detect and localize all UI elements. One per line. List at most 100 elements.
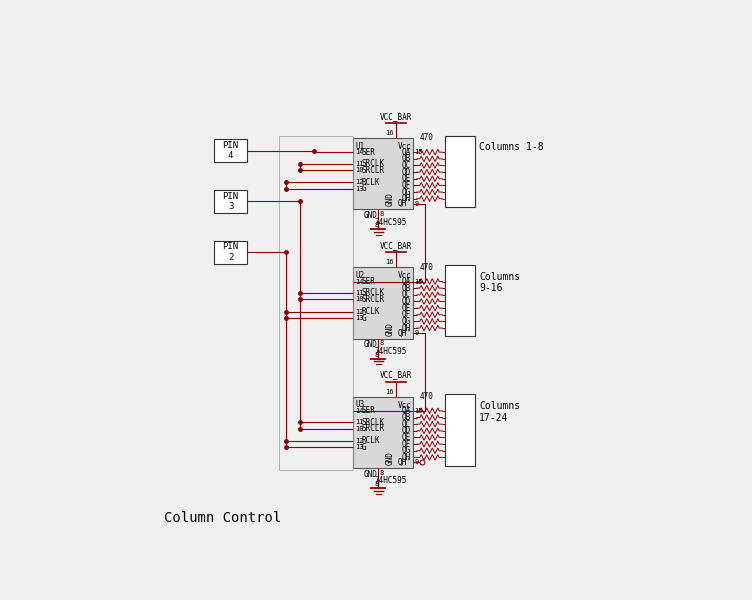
Text: 8: 8: [374, 223, 378, 229]
Text: Vcc: Vcc: [397, 401, 411, 410]
Text: QF: QF: [402, 181, 411, 190]
Text: 13: 13: [355, 185, 363, 191]
Text: QH': QH': [397, 329, 411, 338]
Text: 8: 8: [379, 340, 384, 346]
Text: 16: 16: [386, 130, 394, 136]
Text: 14: 14: [355, 408, 363, 414]
Text: RCLK: RCLK: [362, 307, 380, 316]
Text: QD: QD: [402, 297, 411, 306]
Text: QA: QA: [402, 406, 411, 415]
Text: 9: 9: [414, 330, 419, 336]
Text: PIN
2: PIN 2: [223, 242, 238, 262]
Text: QG: QG: [402, 317, 411, 326]
Text: QA: QA: [402, 277, 411, 286]
Text: G: G: [362, 184, 366, 193]
Bar: [444, 394, 475, 466]
Text: 13: 13: [355, 315, 363, 321]
Text: VCC_BAR: VCC_BAR: [380, 241, 413, 250]
Text: QH': QH': [397, 199, 411, 208]
Text: QH: QH: [402, 194, 411, 203]
Text: QH': QH': [397, 458, 411, 467]
Text: QH: QH: [402, 323, 411, 332]
Text: VCC_BAR: VCC_BAR: [380, 370, 413, 379]
Text: PIN
3: PIN 3: [223, 191, 238, 211]
Text: Columns
9-16: Columns 9-16: [479, 272, 520, 293]
Text: 8: 8: [374, 481, 378, 487]
Text: 8: 8: [379, 211, 384, 217]
Text: U1: U1: [356, 142, 365, 151]
Text: QD: QD: [402, 167, 411, 176]
Text: SRCLK: SRCLK: [362, 289, 384, 298]
Text: 15: 15: [414, 278, 423, 284]
Text: 15: 15: [414, 408, 423, 414]
Text: QA: QA: [402, 148, 411, 157]
Text: 11: 11: [355, 161, 363, 167]
Text: 12: 12: [355, 308, 363, 314]
Text: 16: 16: [386, 259, 394, 265]
Text: GND: GND: [363, 340, 378, 349]
Text: QE: QE: [402, 304, 411, 313]
Text: Column Control: Column Control: [164, 511, 281, 525]
Text: QE: QE: [402, 174, 411, 183]
Text: 470: 470: [420, 263, 434, 272]
Bar: [353, 267, 413, 339]
Text: GND: GND: [386, 193, 395, 206]
Text: QG: QG: [402, 188, 411, 197]
Text: 13: 13: [355, 445, 363, 451]
Text: 14: 14: [355, 278, 363, 284]
Bar: [214, 190, 247, 213]
Text: SRCLR: SRCLR: [362, 424, 384, 433]
Text: QG: QG: [402, 446, 411, 455]
Text: Columns
17-24: Columns 17-24: [479, 401, 520, 423]
Text: 15: 15: [414, 149, 423, 155]
Text: 9: 9: [414, 460, 419, 466]
Text: QF: QF: [402, 310, 411, 319]
Bar: [279, 136, 353, 470]
Text: SRCLK: SRCLK: [362, 418, 384, 427]
Text: QC: QC: [402, 419, 411, 428]
Text: 10: 10: [355, 296, 363, 302]
Text: QB: QB: [402, 284, 411, 293]
Text: 74HC595: 74HC595: [374, 347, 406, 356]
Text: 10: 10: [355, 426, 363, 432]
Text: 9: 9: [414, 201, 419, 207]
Text: 8: 8: [379, 470, 384, 476]
Text: SER: SER: [362, 406, 375, 415]
Text: G: G: [362, 314, 366, 323]
Text: U3: U3: [356, 400, 365, 409]
Text: 74HC595: 74HC595: [374, 218, 406, 227]
Text: QC: QC: [402, 161, 411, 170]
Text: 470: 470: [420, 133, 434, 142]
Text: RCLK: RCLK: [362, 436, 380, 445]
Text: GND: GND: [363, 211, 378, 220]
Text: QF: QF: [402, 440, 411, 449]
Text: GND: GND: [386, 322, 395, 336]
Text: RCLK: RCLK: [362, 178, 380, 187]
Bar: [353, 138, 413, 209]
Text: QB: QB: [402, 413, 411, 422]
Text: QC: QC: [402, 290, 411, 299]
Text: QH: QH: [402, 453, 411, 462]
Text: 11: 11: [355, 419, 363, 425]
Text: 16: 16: [386, 389, 394, 395]
Text: SRCLR: SRCLR: [362, 295, 384, 304]
Text: VCC_BAR: VCC_BAR: [380, 112, 413, 121]
Bar: [214, 139, 247, 162]
Text: GND: GND: [363, 470, 378, 479]
Text: QE: QE: [402, 433, 411, 442]
Text: QD: QD: [402, 427, 411, 436]
Text: 11: 11: [355, 290, 363, 296]
Text: SER: SER: [362, 148, 375, 157]
Bar: [214, 241, 247, 264]
Text: G: G: [362, 443, 366, 452]
Text: 12: 12: [355, 438, 363, 444]
Text: 74HC595: 74HC595: [374, 476, 406, 485]
Text: SRCLK: SRCLK: [362, 159, 384, 168]
Text: U2: U2: [356, 271, 365, 280]
Text: 470: 470: [420, 392, 434, 401]
Text: SER: SER: [362, 277, 375, 286]
Text: 8: 8: [374, 352, 378, 358]
Bar: [444, 136, 475, 207]
Text: Columns 1-8: Columns 1-8: [479, 142, 544, 152]
Text: QB: QB: [402, 154, 411, 163]
